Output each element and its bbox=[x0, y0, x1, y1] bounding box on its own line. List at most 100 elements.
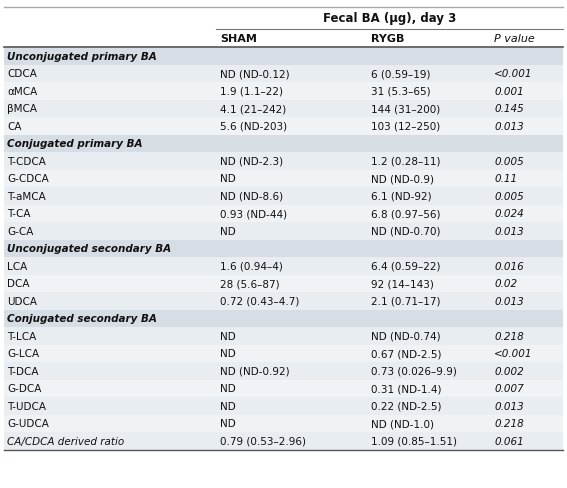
Text: 0.024: 0.024 bbox=[494, 209, 524, 219]
Bar bbox=[4, 170, 563, 187]
Text: <0.001: <0.001 bbox=[494, 348, 533, 359]
Text: G-DCA: G-DCA bbox=[7, 384, 41, 393]
Text: CA: CA bbox=[7, 122, 22, 131]
Text: ND (ND-0.9): ND (ND-0.9) bbox=[371, 174, 434, 184]
Text: CA/CDCA derived ratio: CA/CDCA derived ratio bbox=[7, 436, 124, 446]
Bar bbox=[4, 258, 563, 275]
Text: Unconjugated primary BA: Unconjugated primary BA bbox=[7, 52, 156, 61]
Text: 0.22 (ND-2.5): 0.22 (ND-2.5) bbox=[371, 401, 442, 411]
Text: 0.007: 0.007 bbox=[494, 384, 524, 393]
Text: 0.73 (0.026–9.9): 0.73 (0.026–9.9) bbox=[371, 366, 457, 376]
Text: RYGB: RYGB bbox=[371, 34, 405, 44]
Text: ND (ND-0.92): ND (ND-0.92) bbox=[221, 366, 290, 376]
Text: P value: P value bbox=[494, 34, 535, 44]
Text: βMCA: βMCA bbox=[7, 104, 37, 114]
Text: ND: ND bbox=[221, 174, 236, 184]
Text: ND (ND-2.3): ND (ND-2.3) bbox=[221, 157, 284, 166]
Text: 0.11: 0.11 bbox=[494, 174, 518, 184]
Text: ND: ND bbox=[221, 331, 236, 341]
Text: G-UDCA: G-UDCA bbox=[7, 418, 49, 428]
Text: 144 (31–200): 144 (31–200) bbox=[371, 104, 441, 114]
Text: 4.1 (21–242): 4.1 (21–242) bbox=[221, 104, 287, 114]
Text: G-LCA: G-LCA bbox=[7, 348, 39, 359]
Bar bbox=[4, 83, 563, 101]
Text: 5.6 (ND-203): 5.6 (ND-203) bbox=[221, 122, 287, 131]
Text: T-UDCA: T-UDCA bbox=[7, 401, 46, 411]
Text: 6.1 (ND-92): 6.1 (ND-92) bbox=[371, 191, 432, 202]
Text: DCA: DCA bbox=[7, 279, 29, 289]
Text: 1.09 (0.85–1.51): 1.09 (0.85–1.51) bbox=[371, 436, 458, 446]
Text: T-LCA: T-LCA bbox=[7, 331, 36, 341]
Text: ND (ND-0.74): ND (ND-0.74) bbox=[371, 331, 441, 341]
Text: Conjugated secondary BA: Conjugated secondary BA bbox=[7, 314, 157, 324]
Bar bbox=[4, 8, 563, 30]
Bar bbox=[4, 327, 563, 345]
Text: 1.6 (0.94–4): 1.6 (0.94–4) bbox=[221, 261, 284, 271]
Bar bbox=[4, 101, 563, 118]
Text: 0.218: 0.218 bbox=[494, 418, 524, 428]
Text: 28 (5.6–87): 28 (5.6–87) bbox=[221, 279, 280, 289]
Bar bbox=[4, 432, 563, 449]
Text: ND: ND bbox=[221, 384, 236, 393]
Text: 6 (0.59–19): 6 (0.59–19) bbox=[371, 69, 431, 79]
Bar bbox=[4, 118, 563, 135]
Bar bbox=[4, 397, 563, 415]
Text: 31 (5.3–65): 31 (5.3–65) bbox=[371, 86, 431, 97]
Text: 0.93 (ND-44): 0.93 (ND-44) bbox=[221, 209, 287, 219]
Bar bbox=[4, 292, 563, 310]
Text: 103 (12–250): 103 (12–250) bbox=[371, 122, 441, 131]
Text: 1.9 (1.1–22): 1.9 (1.1–22) bbox=[221, 86, 284, 97]
Text: 92 (14–143): 92 (14–143) bbox=[371, 279, 434, 289]
Text: 0.013: 0.013 bbox=[494, 122, 524, 131]
Bar bbox=[4, 362, 563, 380]
Text: UDCA: UDCA bbox=[7, 296, 37, 306]
Text: ND (ND-0.70): ND (ND-0.70) bbox=[371, 226, 441, 236]
Bar bbox=[4, 153, 563, 170]
Text: 0.013: 0.013 bbox=[494, 296, 524, 306]
Text: ND: ND bbox=[221, 418, 236, 428]
Text: ND: ND bbox=[221, 226, 236, 236]
Text: ND: ND bbox=[221, 348, 236, 359]
Text: 0.72 (0.43–4.7): 0.72 (0.43–4.7) bbox=[221, 296, 300, 306]
Text: 0.67 (ND-2.5): 0.67 (ND-2.5) bbox=[371, 348, 442, 359]
Text: CDCA: CDCA bbox=[7, 69, 37, 79]
Text: G-CA: G-CA bbox=[7, 226, 33, 236]
Text: 0.145: 0.145 bbox=[494, 104, 524, 114]
Text: T-CA: T-CA bbox=[7, 209, 31, 219]
Text: 0.218: 0.218 bbox=[494, 331, 524, 341]
Bar bbox=[4, 380, 563, 397]
Bar bbox=[4, 30, 563, 48]
Text: αMCA: αMCA bbox=[7, 86, 37, 97]
Text: LCA: LCA bbox=[7, 261, 27, 271]
Text: Unconjugated secondary BA: Unconjugated secondary BA bbox=[7, 244, 171, 254]
Bar bbox=[4, 65, 563, 83]
Bar bbox=[4, 223, 563, 240]
Text: 0.001: 0.001 bbox=[494, 86, 524, 97]
Text: <0.001: <0.001 bbox=[494, 69, 533, 79]
Bar bbox=[4, 275, 563, 292]
Text: T-aMCA: T-aMCA bbox=[7, 191, 46, 202]
Text: ND (ND-8.6): ND (ND-8.6) bbox=[221, 191, 284, 202]
Bar bbox=[4, 48, 563, 65]
Bar bbox=[4, 345, 563, 362]
Bar bbox=[4, 135, 563, 153]
Text: 0.013: 0.013 bbox=[494, 226, 524, 236]
Text: 0.061: 0.061 bbox=[494, 436, 524, 446]
Text: G-CDCA: G-CDCA bbox=[7, 174, 49, 184]
Bar bbox=[4, 415, 563, 432]
Text: 1.2 (0.28–11): 1.2 (0.28–11) bbox=[371, 157, 441, 166]
Text: 2.1 (0.71–17): 2.1 (0.71–17) bbox=[371, 296, 441, 306]
Text: 0.31 (ND-1.4): 0.31 (ND-1.4) bbox=[371, 384, 442, 393]
Text: 0.016: 0.016 bbox=[494, 261, 524, 271]
Text: 6.8 (0.97–56): 6.8 (0.97–56) bbox=[371, 209, 441, 219]
Bar bbox=[4, 187, 563, 205]
Text: T-CDCA: T-CDCA bbox=[7, 157, 46, 166]
Text: 0.002: 0.002 bbox=[494, 366, 524, 376]
Text: ND: ND bbox=[221, 401, 236, 411]
Text: Conjugated primary BA: Conjugated primary BA bbox=[7, 139, 142, 149]
Text: ND (ND-0.12): ND (ND-0.12) bbox=[221, 69, 290, 79]
Text: 0.005: 0.005 bbox=[494, 191, 524, 202]
Text: 0.005: 0.005 bbox=[494, 157, 524, 166]
Text: 0.79 (0.53–2.96): 0.79 (0.53–2.96) bbox=[221, 436, 306, 446]
Text: T-DCA: T-DCA bbox=[7, 366, 39, 376]
